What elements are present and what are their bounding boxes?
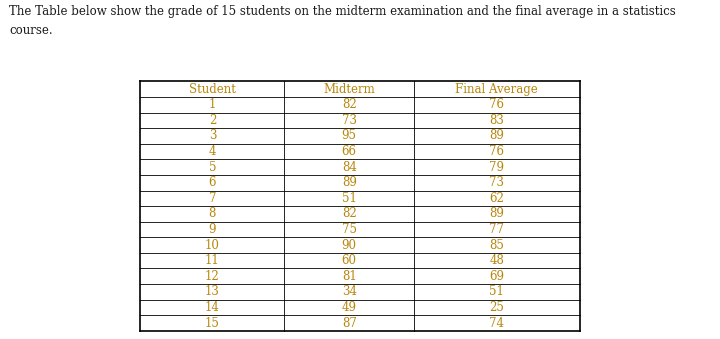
Text: 4: 4: [209, 145, 216, 158]
Text: 77: 77: [490, 223, 504, 236]
Text: 81: 81: [342, 270, 356, 283]
Text: 69: 69: [490, 270, 504, 283]
Text: 89: 89: [490, 129, 504, 142]
Text: 82: 82: [342, 98, 356, 111]
Text: 51: 51: [490, 285, 504, 298]
Text: 73: 73: [490, 176, 504, 189]
Text: 76: 76: [490, 145, 504, 158]
Text: The Table below show the grade of 15 students on the midterm examination and the: The Table below show the grade of 15 stu…: [9, 5, 676, 37]
Text: 12: 12: [205, 270, 220, 283]
Text: 87: 87: [342, 317, 356, 330]
Text: Midterm: Midterm: [323, 83, 375, 96]
Text: 25: 25: [490, 301, 504, 314]
Text: 11: 11: [205, 254, 220, 267]
Text: 49: 49: [342, 301, 356, 314]
Text: 89: 89: [490, 207, 504, 220]
Text: 14: 14: [205, 301, 220, 314]
Text: 51: 51: [342, 192, 356, 205]
Text: 76: 76: [490, 98, 504, 111]
Text: 66: 66: [342, 145, 356, 158]
Text: 3: 3: [209, 129, 216, 142]
Text: 85: 85: [490, 239, 504, 252]
Text: 10: 10: [205, 239, 220, 252]
Text: 95: 95: [342, 129, 356, 142]
Text: 2: 2: [209, 114, 216, 127]
Text: 8: 8: [209, 207, 216, 220]
Text: 75: 75: [342, 223, 356, 236]
Text: 89: 89: [342, 176, 356, 189]
Text: 90: 90: [342, 239, 356, 252]
Text: 74: 74: [490, 317, 504, 330]
Text: 15: 15: [205, 317, 220, 330]
Text: 73: 73: [342, 114, 356, 127]
Text: 83: 83: [490, 114, 504, 127]
Text: Student: Student: [189, 83, 236, 96]
Text: 7: 7: [209, 192, 216, 205]
Text: 60: 60: [342, 254, 356, 267]
Text: 62: 62: [490, 192, 504, 205]
Text: 48: 48: [490, 254, 504, 267]
Text: 34: 34: [342, 285, 356, 298]
Text: Final Average: Final Average: [456, 83, 538, 96]
Text: 6: 6: [209, 176, 216, 189]
Text: 82: 82: [342, 207, 356, 220]
Text: 13: 13: [205, 285, 220, 298]
Text: 1: 1: [209, 98, 216, 111]
Bar: [140, 81, 580, 331]
Text: 9: 9: [209, 223, 216, 236]
Text: 84: 84: [342, 161, 356, 174]
Text: 79: 79: [490, 161, 504, 174]
Text: 5: 5: [209, 161, 216, 174]
